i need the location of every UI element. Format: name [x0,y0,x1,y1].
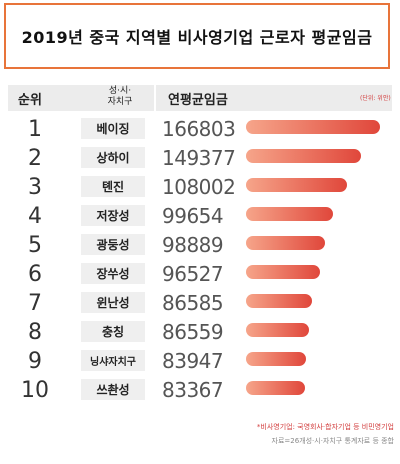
chart-row: 10 쓰촨성 83367 [0,376,400,403]
wage-bar [246,207,333,221]
region-label: 저장성 [81,205,145,226]
wage-bar [246,265,320,279]
region-label: 상하이 [81,147,145,168]
region-label: 충칭 [81,321,145,342]
title-box: 2019년 중국 지역별 비사영기업 근로자 평균임금 [4,3,390,69]
region-label: 쓰촨성 [81,379,145,400]
rank-label: 2 [28,146,42,171]
rank-label: 10 [21,378,49,403]
wage-bar [246,294,312,308]
chart-row: 2 상하이 149377 [0,144,400,171]
chart-row: 5 광둥성 98889 [0,231,400,258]
chart-row: 3 톈진 108002 [0,173,400,200]
wage-bar [246,120,380,134]
header-unit: (단위: 위안) [360,95,391,102]
rank-label: 5 [28,233,42,258]
wage-bar [246,236,325,250]
footnote-source: 자료=26개성·시·자치구 통계자료 등 종합 [271,437,395,445]
chart-row: 9 닝샤자치구 83947 [0,347,400,374]
wage-value: 108002 [162,175,236,199]
wage-value: 166803 [162,117,236,141]
wage-value: 83367 [162,378,224,402]
chart-row: 4 저장성 99654 [0,202,400,229]
wage-value: 149377 [162,146,236,170]
region-label: 베이징 [81,118,145,139]
header-wage: 연평균임금 [168,93,228,108]
region-label: 광둥성 [81,234,145,255]
rank-label: 1 [28,117,42,142]
wage-bar [246,178,347,192]
rank-label: 8 [28,320,42,345]
region-label: 톈진 [81,176,145,197]
region-label: 닝샤자치구 [81,350,145,371]
chart-title: 2019년 중국 지역별 비사영기업 근로자 평균임금 [21,28,373,47]
rank-label: 4 [28,204,42,229]
chart-row: 7 윈난성 86585 [0,289,400,316]
table-header: 순위 성·시· 자치구 연평균임금 (단위: 위안) [8,85,392,111]
rank-label: 3 [28,175,42,200]
wage-value: 99654 [162,204,224,228]
wage-bar [246,381,305,395]
footnote-definition: *비사영기업: 국영회사·합자기업 등 비민영기업 [256,423,394,431]
region-label: 윈난성 [81,292,145,313]
wage-bar [246,352,306,366]
wage-bar [246,149,361,163]
rank-label: 6 [28,262,42,287]
wage-value: 86585 [162,291,224,315]
wage-value: 83947 [162,349,224,373]
rank-label: 9 [28,349,42,374]
wage-value: 98889 [162,233,224,257]
chart-row: 8 충칭 86559 [0,318,400,345]
region-label: 장쑤성 [81,263,145,284]
wage-value: 86559 [162,320,224,344]
wage-value: 96527 [162,262,224,286]
chart-row: 6 장쑤성 96527 [0,260,400,287]
chart-row: 1 베이징 166803 [0,115,400,142]
header-divider [154,85,156,111]
header-region: 성·시· 자치구 [107,86,133,107]
wage-bar [246,323,309,337]
rank-label: 7 [28,291,42,316]
header-rank: 순위 [18,93,42,108]
